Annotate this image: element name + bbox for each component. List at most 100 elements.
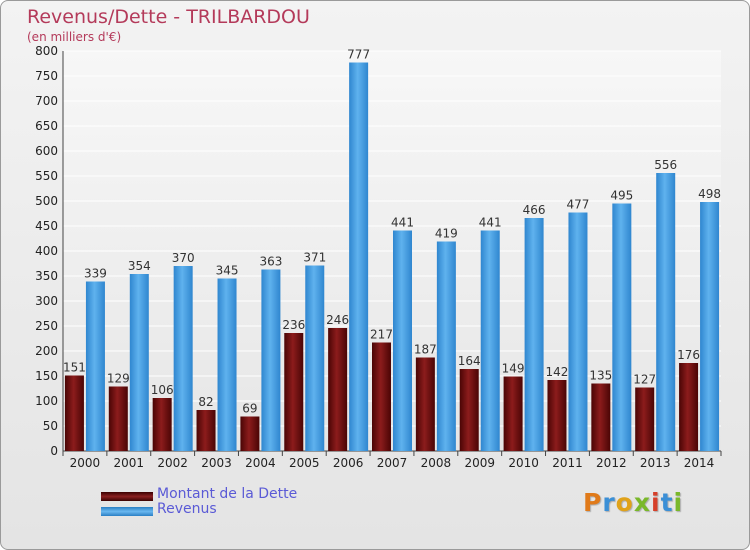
bar-dette <box>547 380 567 451</box>
x-tick-label: 2013 <box>640 456 671 470</box>
bar-dette <box>196 410 216 451</box>
bar-dette <box>108 386 128 451</box>
bar-revenus <box>217 278 237 451</box>
data-label-revenus: 370 <box>172 251 195 265</box>
bar-dette <box>152 398 172 451</box>
bar-dette <box>240 416 260 451</box>
bar-dette <box>679 363 699 451</box>
y-tick-label: 250 <box>35 319 58 333</box>
y-tick-label: 550 <box>35 169 58 183</box>
y-tick-label: 800 <box>35 44 58 58</box>
chart-title: Revenus/Dette - TRILBARDOU <box>27 6 310 28</box>
y-tick-label: 200 <box>35 344 58 358</box>
bar-revenus <box>700 202 720 451</box>
data-label-dette: 149 <box>502 362 525 376</box>
data-label-revenus: 345 <box>216 264 239 278</box>
bar-revenus <box>524 218 544 451</box>
proxiti-logo: Proxiti <box>583 488 684 517</box>
data-label-revenus: 354 <box>128 259 151 273</box>
bar-revenus <box>612 203 632 451</box>
bar-dette <box>503 376 523 451</box>
bar-dette <box>459 369 479 451</box>
data-label-dette: 151 <box>63 361 86 375</box>
data-label-dette: 217 <box>370 328 393 342</box>
bar-revenus <box>173 266 193 451</box>
bar-revenus <box>568 212 588 451</box>
bar-dette <box>328 328 348 451</box>
data-label-dette: 129 <box>107 372 130 386</box>
data-label-revenus: 556 <box>654 158 677 172</box>
data-label-revenus: 339 <box>84 267 107 281</box>
legend-swatch-revenus <box>101 507 153 516</box>
bar-revenus <box>85 281 105 451</box>
data-label-revenus: 477 <box>567 198 590 212</box>
legend-swatch-dette <box>101 492 153 501</box>
data-label-dette: 187 <box>414 343 437 357</box>
y-tick-label: 750 <box>35 69 58 83</box>
data-label-dette: 246 <box>326 313 349 327</box>
x-tick-label: 2014 <box>684 456 715 470</box>
y-tick-label: 0 <box>50 444 58 458</box>
data-label-revenus: 441 <box>479 216 502 230</box>
bar-revenus <box>436 241 456 451</box>
data-label-revenus: 441 <box>391 216 414 230</box>
x-tick-label: 2011 <box>552 456 583 470</box>
y-tick-label: 600 <box>35 144 58 158</box>
x-tick-label: 2010 <box>508 456 539 470</box>
y-tick-label: 400 <box>35 244 58 258</box>
x-tick-label: 2005 <box>289 456 320 470</box>
data-label-dette: 135 <box>589 369 612 383</box>
x-tick-label: 2000 <box>70 456 101 470</box>
bar-revenus <box>480 230 500 451</box>
data-label-dette: 236 <box>282 318 305 332</box>
x-tick-label: 2006 <box>333 456 364 470</box>
bar-dette <box>415 357 435 451</box>
bar-dette <box>591 383 611 451</box>
bar-revenus <box>656 173 676 451</box>
data-label-revenus: 777 <box>347 48 370 62</box>
bar-revenus <box>129 274 149 451</box>
x-tick-label: 2012 <box>596 456 627 470</box>
data-label-dette: 69 <box>242 402 257 416</box>
bar-revenus <box>349 62 369 451</box>
data-label-dette: 127 <box>633 373 656 387</box>
data-label-revenus: 363 <box>259 255 282 269</box>
bar-dette <box>635 387 655 451</box>
data-label-dette: 176 <box>677 348 700 362</box>
bar-revenus <box>393 230 412 451</box>
x-tick-label: 2001 <box>114 456 145 470</box>
y-tick-label: 100 <box>35 394 58 408</box>
bar-dette <box>372 342 391 451</box>
x-tick-label: 2009 <box>464 456 495 470</box>
y-tick-label: 150 <box>35 369 58 383</box>
x-tick-label: 2004 <box>245 456 276 470</box>
y-tick-label: 500 <box>35 194 58 208</box>
legend-label-dette: Montant de la Dette <box>157 486 298 502</box>
data-label-dette: 164 <box>458 354 481 368</box>
x-tick-label: 2002 <box>157 456 188 470</box>
y-tick-label: 650 <box>35 119 58 133</box>
y-tick-label: 700 <box>35 94 58 108</box>
x-tick-label: 2008 <box>421 456 452 470</box>
y-tick-label: 350 <box>35 269 58 283</box>
chart-subtitle: (en milliers d'€) <box>27 30 122 44</box>
data-label-revenus: 466 <box>523 203 546 217</box>
bar-dette <box>64 375 84 451</box>
y-tick-label: 300 <box>35 294 58 308</box>
x-tick-label: 2003 <box>201 456 232 470</box>
x-tick-label: 2007 <box>377 456 408 470</box>
bar-dette <box>284 333 304 451</box>
data-label-revenus: 419 <box>435 227 458 241</box>
data-label-dette: 142 <box>546 365 569 379</box>
data-label-dette: 106 <box>151 383 174 397</box>
bar-revenus <box>261 269 281 451</box>
y-tick-label: 450 <box>35 219 58 233</box>
data-label-dette: 82 <box>198 395 213 409</box>
data-label-revenus: 498 <box>698 187 721 201</box>
y-tick-label: 50 <box>43 419 58 433</box>
data-label-revenus: 495 <box>610 189 633 203</box>
legend-label-revenus: Revenus <box>157 501 217 517</box>
bar-revenus <box>305 265 325 451</box>
